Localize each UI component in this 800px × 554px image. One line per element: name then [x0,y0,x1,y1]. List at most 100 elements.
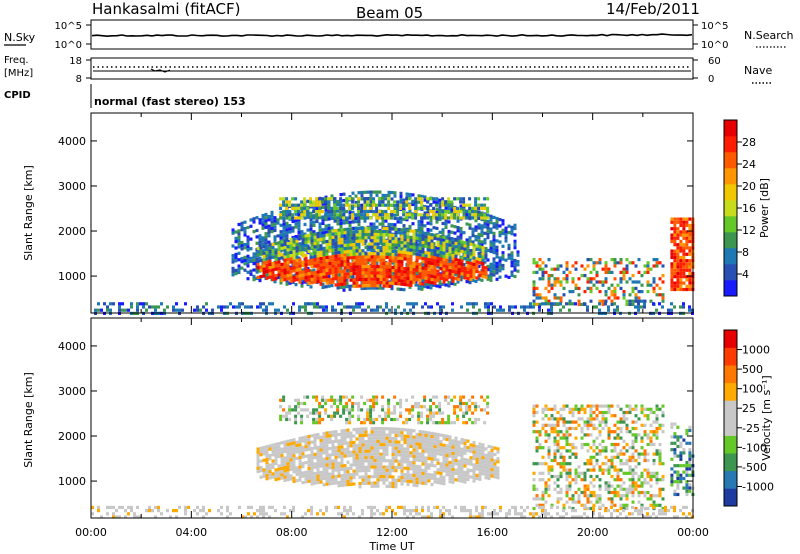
echo-cell [304,237,308,241]
echo-cell [340,448,344,452]
echo-cell [484,460,488,464]
echo-cell [619,277,623,281]
echo-cell [264,219,268,223]
echo-cell [373,274,377,278]
echo-cell [688,265,692,269]
echo-cell [676,252,680,256]
echo-cell [598,280,602,284]
echo-cell [376,258,380,262]
echo-cell [418,240,422,244]
echo-cell [325,278,329,282]
echo-cell [510,270,514,274]
echo-cell [400,279,404,283]
echo-cell [421,237,425,241]
echo-cell [451,461,455,465]
echo-cell [433,454,437,458]
echo-cell [439,263,443,268]
echo-cell [382,478,386,482]
echo-cell [349,473,353,477]
echo-cell [345,197,349,201]
echo-cell [343,438,347,442]
echo-cell [355,453,359,457]
echo-cell [328,277,332,282]
echo-cell [310,475,314,479]
echo-cell [385,233,389,237]
echo-cell [319,273,323,277]
echo-cell [289,467,293,471]
echo-cell [300,233,304,237]
echo-cell [478,461,482,465]
echo-cell [346,259,350,263]
echo-cell [433,438,437,442]
echo-cell [343,282,347,286]
echo-cell [415,262,419,266]
echo-cell [477,405,481,409]
echo-cell [688,246,692,250]
echo-cell [288,281,292,285]
echo-cell [427,440,431,445]
echo-cell [246,270,250,274]
echo-cell [301,254,305,258]
echo-cell [556,296,560,300]
echo-cell [271,472,275,476]
echo-cell [334,478,338,482]
echo-cell [433,268,437,273]
echo-cell [310,482,314,486]
echo-cell [685,278,689,282]
echo-cell [384,203,388,207]
echo-cell [484,447,488,451]
echo-cell [262,264,266,268]
echo-cell [427,238,431,243]
echo-cell [402,288,406,292]
echo-cell [472,272,476,276]
echo-cell [252,255,256,259]
nsearch-tick-bottom: 10^0 [701,40,728,51]
echo-cell [676,268,680,272]
echo-cell [405,213,409,217]
echo-cell [274,468,278,472]
echo-cell [444,200,448,204]
echo-cell [403,441,407,445]
cpid-text: normal (fast stereo) 153 [94,95,246,108]
colorbar-cell [724,120,737,137]
echo-cell [367,443,371,447]
echo-cell [304,253,308,257]
echo-cell [289,238,293,242]
echo-cell [424,469,428,473]
echo-cell [418,234,422,238]
echo-cell [310,239,314,243]
echo-cell [318,196,322,200]
echo-cell [507,243,511,247]
echo-cell [388,465,392,469]
echo-cell [411,202,415,207]
echo-cell [493,459,497,463]
echo-cell [465,401,469,406]
echo-cell [409,277,413,281]
echo-cell [454,446,458,450]
echo-cell [396,217,400,221]
echo-cell [442,459,446,463]
echo-cell [325,239,329,244]
echo-cell [469,255,473,259]
echo-cell [472,476,476,480]
echo-cell [412,274,416,278]
echo-cell [343,305,346,309]
echo-cell [625,299,629,303]
echo-cell [559,308,562,312]
echo-cell [424,267,428,271]
echo-cell [457,450,461,454]
echo-cell [342,206,346,210]
echo-cell [334,277,338,281]
echo-cell [399,246,403,250]
echo-cell [372,408,376,412]
echo-cell [355,472,359,476]
echo-cell [474,206,478,210]
echo-cell [480,395,484,399]
echo-cell [655,308,658,312]
echo-cell [403,235,407,239]
echo-cell [343,448,347,452]
echo-cell [378,190,382,194]
echo-cell [313,280,317,284]
echo-cell [286,474,290,479]
echo-cell [274,445,278,450]
